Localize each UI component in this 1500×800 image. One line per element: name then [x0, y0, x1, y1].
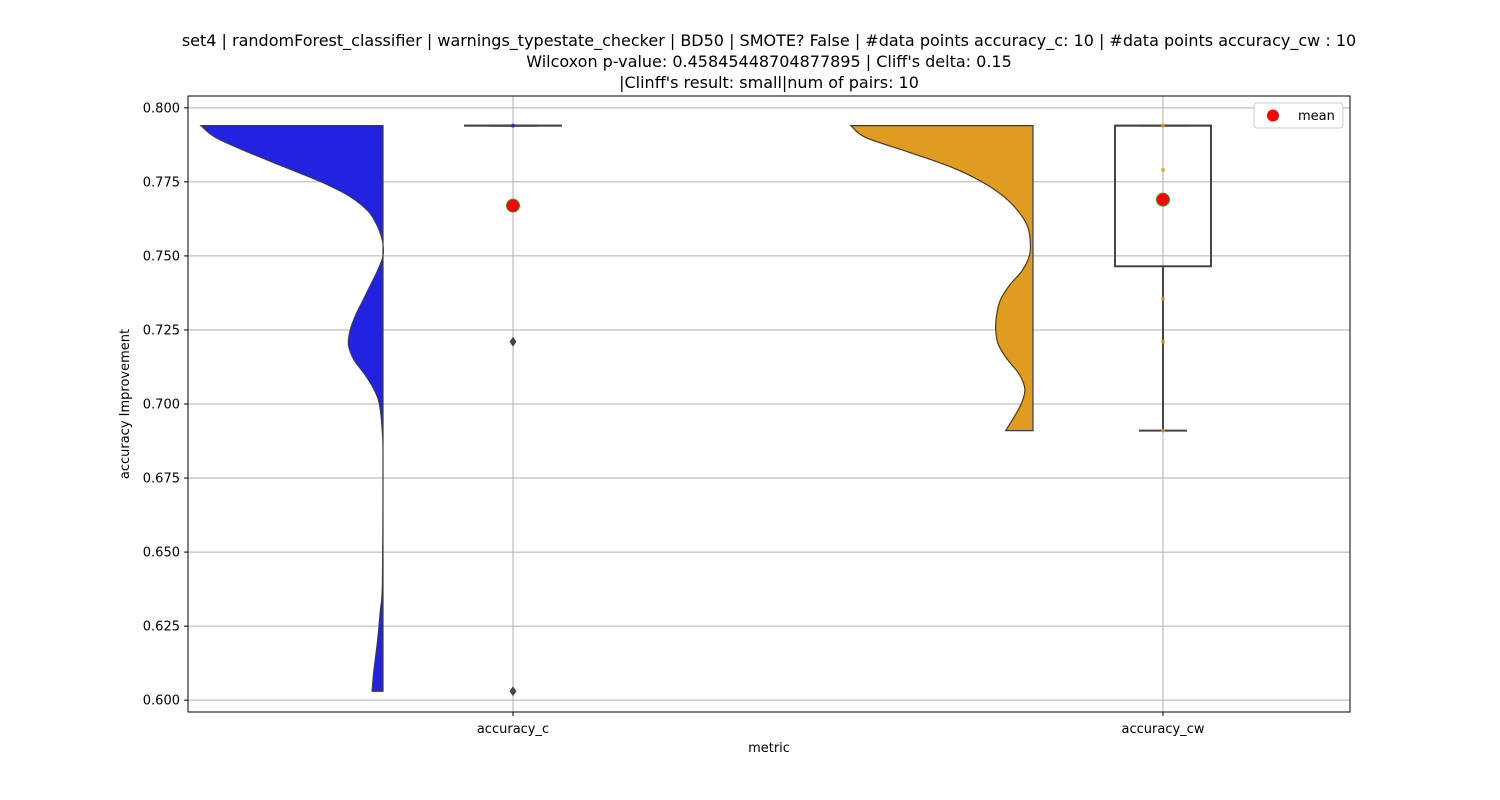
data-points: [506, 123, 1170, 697]
violin-accuracy_cw: [849, 125, 1034, 432]
y-tick-label-6: 0.750: [143, 249, 180, 264]
point-accuracy_c-0: [511, 123, 515, 128]
mean-marker-accuracy_c: [506, 198, 520, 213]
mean-marker-accuracy_cw: [1156, 192, 1170, 207]
point-accuracy_cw-0: [1161, 123, 1165, 128]
point-accuracy_cw-2: [1161, 296, 1165, 301]
title-line-3: |Clinff's result: small|num of pairs: 10: [619, 73, 919, 92]
legend-box: [1253, 102, 1344, 129]
title-line-2: Wilcoxon p-value: 0.45845448704877895 | …: [526, 52, 1012, 71]
title-line-1: set4 | randomForest_classifier | warning…: [182, 31, 1356, 51]
legend: mean: [1253, 102, 1344, 129]
y-axis-ticks: 0.600 0.625 0.650 0.675 0.700 0.725 0.750 0.775…: [143, 101, 188, 709]
y-tick-label-0: 0.600: [143, 694, 180, 709]
outlier-accuracy_c-1: [509, 686, 517, 697]
point-accuracy_cw-4: [1161, 428, 1165, 433]
y-tick-label-2: 0.650: [143, 546, 180, 561]
x-tick-label-0: accuracy_c: [477, 722, 549, 737]
point-accuracy_cw-1: [1161, 168, 1165, 173]
y-tick-label-8: 0.800: [143, 101, 180, 116]
y-tick-label-3: 0.675: [143, 472, 180, 487]
y-tick-label-7: 0.775: [143, 175, 180, 190]
outlier-accuracy_c-0: [509, 336, 517, 347]
legend-mean-label: mean: [1298, 109, 1335, 124]
chart-title: set4 | randomForest_classifier | warning…: [182, 31, 1356, 92]
point-accuracy_cw-3: [1161, 339, 1165, 344]
x-tick-label-1: accuracy_cw: [1122, 722, 1205, 737]
box-plots: [464, 124, 1212, 432]
y-tick-label-5: 0.725: [143, 323, 180, 338]
y-axis-label: accuracy Improvement: [118, 329, 133, 479]
x-axis-ticks: accuracy_c accuracy_cw: [477, 712, 1205, 737]
violin-accuracy_c: [199, 125, 385, 692]
violins: [199, 125, 1034, 692]
y-tick-label-4: 0.700: [143, 398, 180, 413]
y-tick-label-1: 0.625: [143, 620, 180, 635]
legend-mean-marker: [1267, 109, 1279, 122]
x-axis-label: metric: [748, 741, 790, 756]
